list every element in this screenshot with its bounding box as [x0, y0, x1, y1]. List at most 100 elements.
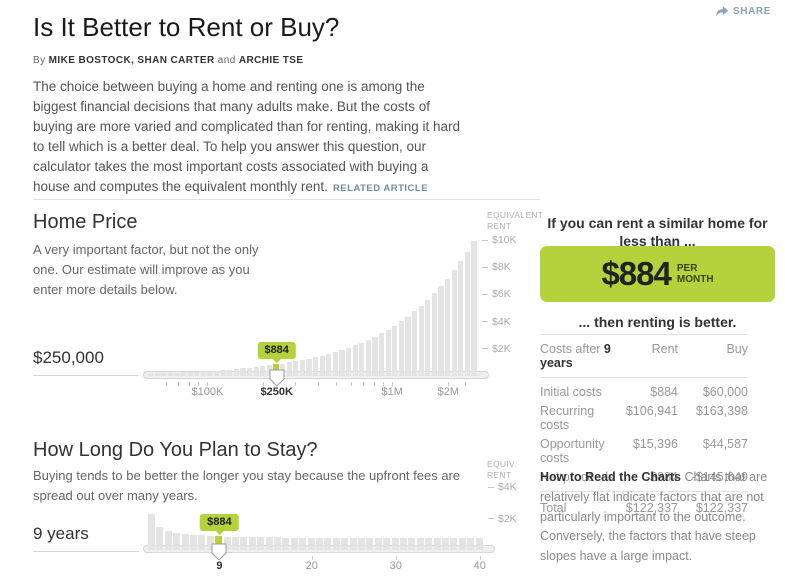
chart-bar — [154, 373, 160, 376]
row-label: Initial costs — [540, 384, 602, 399]
chart-bar — [299, 360, 305, 376]
axis-title-line2: RENT — [487, 469, 512, 480]
chart-bar — [260, 366, 266, 376]
chart-bar — [286, 362, 292, 376]
chart-bar — [341, 538, 349, 550]
intro-paragraph: The choice between buying a home and ren… — [33, 77, 466, 197]
verdict-outro: ... then renting is better. — [578, 314, 737, 330]
stay-description: Buying tends to be better the longer you… — [33, 468, 461, 504]
rent-column-header: Rent — [651, 342, 678, 356]
chart-bar — [253, 367, 259, 376]
how-to-read-note: How to Read the Charts Charts that are r… — [540, 468, 782, 567]
chart-bar — [206, 535, 214, 550]
verdict-per-month: PER MONTH — [677, 263, 714, 285]
x-tick-label: 40 — [473, 560, 486, 572]
x-tick-label: $1M — [381, 386, 403, 398]
chart-bar — [416, 538, 424, 550]
x-tick-label: $100K — [191, 386, 224, 398]
x-tick-label: 30 — [389, 560, 402, 572]
chart-bar — [379, 333, 385, 376]
chart-bar — [425, 538, 433, 550]
chart-bar — [187, 372, 193, 376]
chart-bar — [240, 536, 248, 550]
total-label: Total — [540, 501, 567, 515]
axis-tick-mark — [395, 556, 397, 560]
chart-bar — [467, 538, 475, 550]
chart-bar — [319, 355, 325, 376]
byline-authors-b[interactable]: ARCHIE TSE — [238, 55, 304, 66]
chart-bar — [232, 536, 239, 550]
chart-bar — [438, 286, 444, 376]
axis-tick-mark — [447, 382, 449, 386]
axis-tick-mark — [465, 382, 467, 386]
gridline-dash — [482, 293, 488, 295]
row-buy-value: $60,000 — [702, 384, 748, 399]
gridline-dash — [482, 239, 488, 241]
chart-bar — [346, 347, 352, 376]
gridline-dash — [488, 518, 494, 520]
y-axis-tick: $6K — [478, 288, 511, 300]
axis-tick-mark — [188, 382, 190, 386]
slider-handle[interactable] — [211, 543, 227, 561]
chart-bar — [450, 538, 458, 550]
home-price-input[interactable] — [33, 348, 139, 376]
chart-bar — [173, 532, 181, 550]
byline: By MIKE BOSTOCK, SHAN CARTER and ARCHIE … — [33, 55, 303, 66]
chart-bar — [156, 526, 164, 550]
costs-after-label: Costs after 9 years — [540, 342, 616, 370]
chart-bar — [412, 311, 418, 376]
y-tick-label: $4K — [498, 481, 517, 494]
chart-bar — [316, 537, 323, 550]
chart-bar — [307, 537, 315, 550]
chart-bar — [198, 535, 206, 550]
chart-bar — [392, 325, 398, 376]
chart-bar — [442, 538, 449, 550]
chart-bar — [398, 321, 404, 376]
row-buy-value: $44,587 — [702, 436, 748, 451]
chart-bar — [220, 370, 226, 376]
row-label: Opportunity costs — [540, 436, 605, 465]
total-row: Total $122,337 $122,337 — [540, 491, 748, 524]
home-price-chart[interactable]: $10K $8K $6K $4K $2K $100K $250K $1M $2M $884 — [143, 234, 517, 398]
y-axis-tick: $4K — [478, 316, 511, 328]
chart-bar — [408, 538, 416, 550]
row-buy-value: -$145,649 — [691, 469, 748, 484]
related-article-link[interactable]: RELATED ARTICLE — [332, 182, 429, 194]
chart-bar — [358, 538, 365, 550]
chart-bar — [161, 373, 167, 376]
chart-bar — [365, 339, 371, 376]
byline-prefix: By — [33, 55, 46, 66]
axis-tick-mark — [363, 382, 365, 386]
chart-bar — [405, 316, 411, 376]
row-rent-value: $884 — [650, 384, 678, 399]
chart-bar — [181, 372, 187, 376]
axis-tick-mark — [479, 556, 481, 560]
y-tick-label: $10K — [492, 234, 517, 247]
value-tooltip: $884 — [200, 514, 239, 536]
axis-tick-mark — [178, 382, 180, 386]
byline-conj: and — [217, 55, 236, 66]
chart-bar — [247, 367, 253, 376]
gridline-dash — [482, 266, 488, 268]
slider-handle[interactable] — [269, 369, 285, 387]
row-rent-value: $106,941 — [625, 403, 678, 418]
y-axis-tick: $4K — [484, 481, 517, 493]
chart-bar — [282, 537, 290, 550]
gridline-dash — [482, 321, 488, 323]
section-divider — [33, 199, 540, 200]
stay-input[interactable] — [33, 524, 139, 552]
axis-title-line1: EQUIV. — [487, 459, 517, 469]
chart-bar — [306, 358, 312, 376]
gridline-dash — [482, 348, 488, 350]
share-label: SHARE — [732, 6, 771, 17]
costs-table-header: Costs after 9 years Rent Buy — [540, 334, 748, 378]
chart-bar — [372, 336, 378, 376]
stay-chart[interactable]: $4K $2K 9 20 30 40 $884 — [143, 478, 517, 572]
y-tick-label: $4K — [492, 315, 511, 328]
share-button[interactable]: SHARE — [715, 5, 771, 18]
chart-bar — [148, 373, 154, 376]
axis-tick-mark — [383, 382, 385, 386]
row-buy-value: $163,398 — [695, 403, 748, 418]
chart-bar — [385, 329, 391, 376]
